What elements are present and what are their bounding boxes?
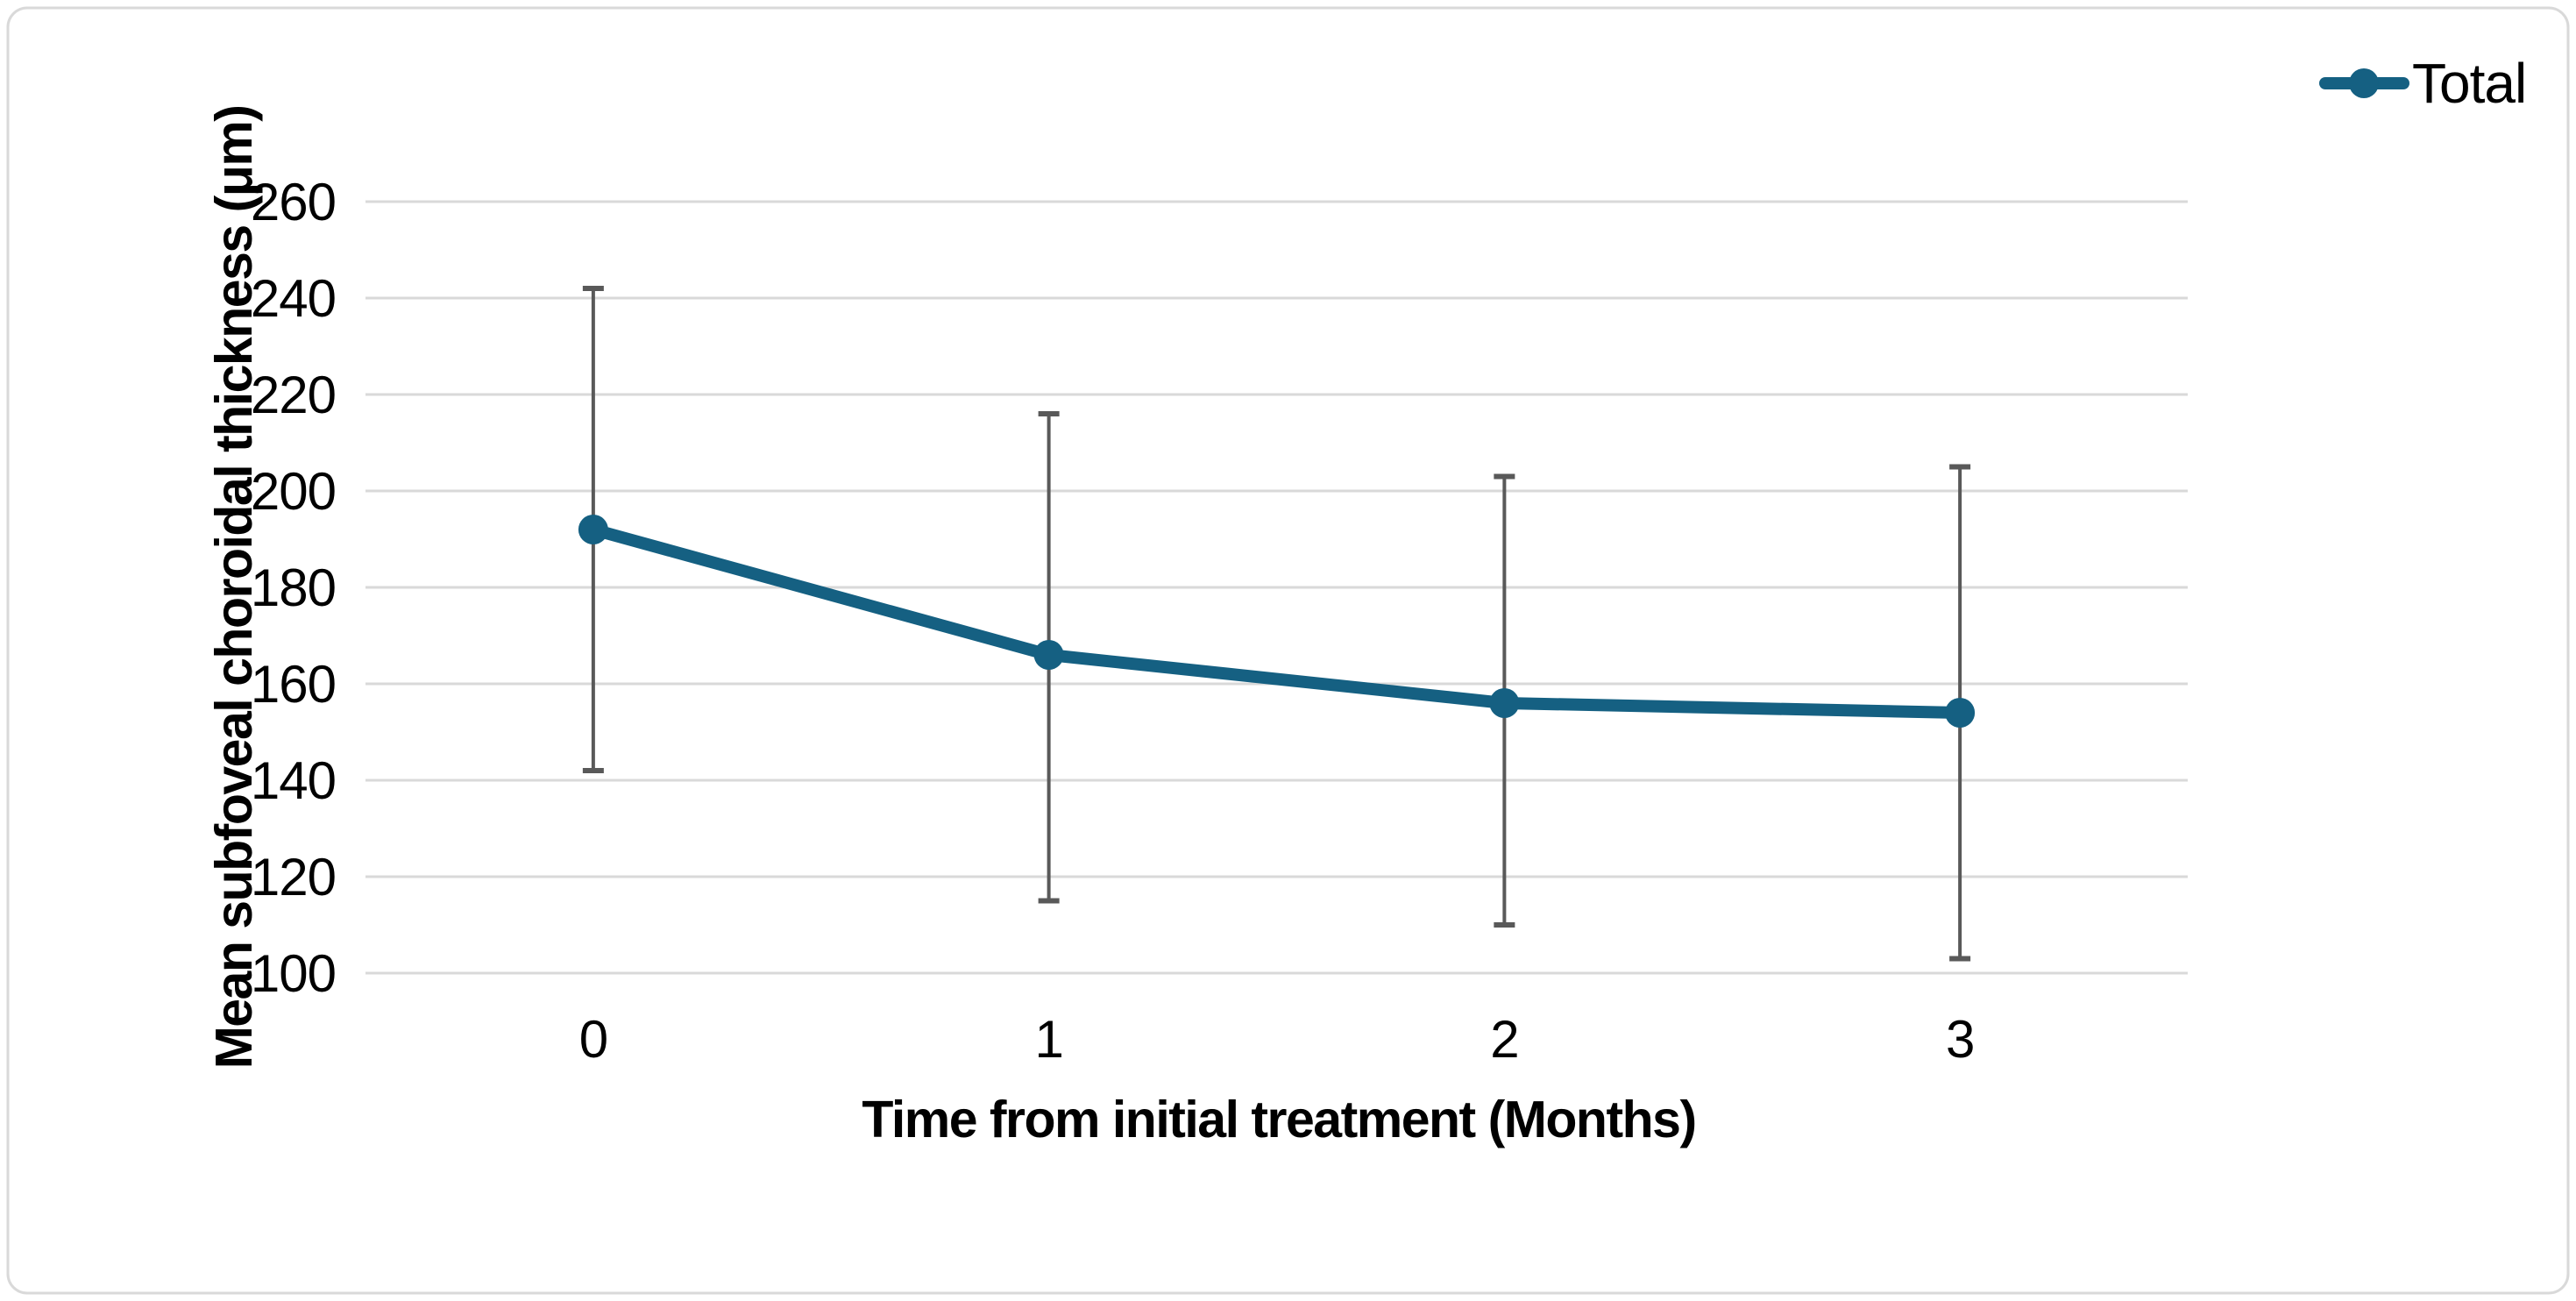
series-line-total — [586, 523, 1967, 719]
x-tick-0: 0 — [579, 1010, 607, 1069]
x-axis-tick-labels: 0 1 2 3 — [579, 1010, 1976, 1069]
y-axis-tick-labels: 100 120 140 160 180 200 220 240 260 — [251, 173, 337, 1003]
data-point-month-3-value-154 — [1945, 698, 1976, 728]
y-tick-260: 260 — [251, 173, 336, 231]
data-point-month-2-value-156 — [1489, 688, 1520, 718]
data-point-month-0-value-192 — [578, 515, 608, 544]
data-point-month-1-value-166 — [1033, 640, 1064, 670]
x-tick-1: 1 — [1034, 1010, 1062, 1069]
y-tick-200: 200 — [251, 462, 336, 521]
y-tick-180: 180 — [251, 558, 336, 617]
legend-label: Total — [2412, 52, 2526, 115]
x-tick-2: 2 — [1490, 1010, 1518, 1069]
y-tick-120: 120 — [251, 848, 336, 906]
legend-marker-dot — [2349, 68, 2379, 98]
chart-frame-border — [6, 6, 2570, 1295]
data-point-markers — [578, 515, 1976, 728]
x-tick-3: 3 — [1946, 1010, 1974, 1069]
y-tick-160: 160 — [251, 655, 336, 714]
y-tick-100: 100 — [251, 944, 336, 1003]
error-bars — [582, 286, 1971, 962]
y-tick-240: 240 — [251, 269, 336, 328]
x-axis-title: Time from initial treatment (Months) — [862, 1091, 1695, 1148]
y-axis-title: Mean subfoveal choroidal thickness (μm) — [205, 106, 263, 1070]
y-tick-140: 140 — [251, 751, 336, 810]
gridlines — [365, 200, 2188, 975]
legend: Total — [2319, 52, 2527, 115]
y-tick-220: 220 — [251, 366, 336, 424]
